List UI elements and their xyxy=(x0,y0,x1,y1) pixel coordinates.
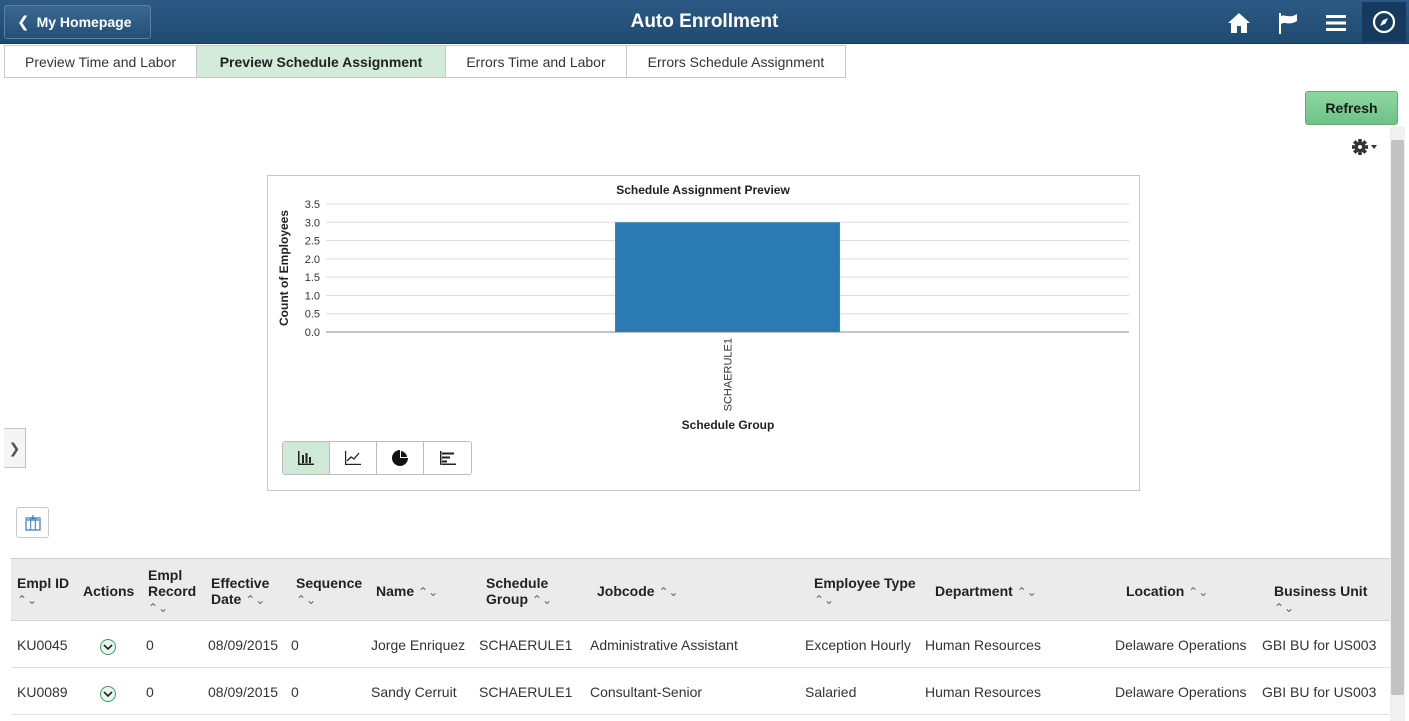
line-chart-button[interactable] xyxy=(330,442,377,474)
cell-employee-type: Salaried xyxy=(805,684,857,700)
cell-jobcode: Administrative Assistant xyxy=(590,637,738,653)
cell-sequence: 0 xyxy=(291,684,299,700)
col-header-empl-id[interactable]: Empl ID ⌃⌄ xyxy=(17,575,70,607)
cell-business-unit: GBI BU for US003 xyxy=(1262,637,1377,653)
cell-location: Delaware Operations xyxy=(1115,684,1247,700)
tab-errors-schedule-assignment[interactable]: Errors Schedule Assignment xyxy=(626,45,846,78)
x-axis-label: Schedule Group xyxy=(682,418,775,432)
chart-type-selector xyxy=(282,441,472,475)
cell-name: Sandy Cerruit xyxy=(371,684,457,700)
chart-panel: Schedule Assignment Preview Count of Emp… xyxy=(267,175,1140,491)
pie-chart-button[interactable] xyxy=(377,442,424,474)
menu-icon[interactable] xyxy=(1323,10,1349,36)
schedule-assignment-chart: Schedule Assignment Preview Count of Emp… xyxy=(277,183,1129,432)
tab-errors-time-and-labor[interactable]: Errors Time and Labor xyxy=(445,45,626,78)
chart-title: Schedule Assignment Preview xyxy=(616,183,790,197)
table-row: KU0089 0 08/09/2015 0 Sandy Cerruit SCHA… xyxy=(11,668,1390,715)
vertical-scrollbar-thumb[interactable] xyxy=(1391,140,1404,695)
col-header-empl-record[interactable]: Empl Record ⌃⌄ xyxy=(148,567,197,615)
horizontal-bar-chart-button[interactable] xyxy=(424,442,471,474)
x-tick-label: SCHAERULE1 xyxy=(723,338,735,411)
y-tick-label: 0.0 xyxy=(305,327,320,339)
cell-business-unit: GBI BU for US003 xyxy=(1262,684,1377,700)
sort-icon: ⌃⌄ xyxy=(245,593,266,607)
cell-schedule-group: SCHAERULE1 xyxy=(479,637,573,653)
col-header-schedule-group[interactable]: Schedule Group ⌃⌄ xyxy=(486,575,552,607)
cell-sequence: 0 xyxy=(291,637,299,653)
table-row: KU0045 0 08/09/2015 0 Jorge Enriquez SCH… xyxy=(11,621,1390,668)
cell-effective-date: 08/09/2015 xyxy=(208,637,279,653)
y-tick-label: 2.5 xyxy=(305,236,320,248)
cell-jobcode: Consultant-Senior xyxy=(590,684,703,700)
flag-icon[interactable] xyxy=(1275,10,1301,36)
sort-icon: ⌃⌄ xyxy=(531,593,552,607)
horizontal-bar-icon xyxy=(439,451,456,465)
cell-department: Human Resources xyxy=(925,684,1041,700)
bar-chart-icon xyxy=(298,451,314,465)
sort-icon: ⌃⌄ xyxy=(148,601,169,615)
chevron-left-icon: ❮ xyxy=(17,14,30,31)
sort-icon: ⌃⌄ xyxy=(17,593,38,607)
chevron-down-icon xyxy=(103,644,113,651)
tab-preview-schedule-assignment[interactable]: Preview Schedule Assignment xyxy=(196,45,445,78)
col-header-business-unit[interactable]: Business Unit ⌃⌄ xyxy=(1274,583,1368,615)
cell-effective-date: 08/09/2015 xyxy=(208,684,279,700)
col-header-department[interactable]: Department ⌃⌄ xyxy=(935,583,1037,599)
side-panel-expand-button[interactable]: ❯ xyxy=(4,428,26,468)
row-actions-button[interactable] xyxy=(100,686,116,702)
chevron-down-icon xyxy=(103,691,113,698)
y-tick-label: 1.0 xyxy=(305,290,320,302)
y-axis-label: Count of Employees xyxy=(277,210,291,326)
col-header-location[interactable]: Location ⌃⌄ xyxy=(1126,583,1209,599)
home-icon[interactable] xyxy=(1226,10,1252,36)
bar-chart-button[interactable] xyxy=(283,442,330,474)
chevron-right-icon: ❯ xyxy=(8,439,21,456)
cell-empl-record: 0 xyxy=(146,684,154,700)
col-header-actions: Actions xyxy=(83,583,135,599)
banner: Auto Enrollment ❮ My Homepage xyxy=(0,0,1409,44)
row-actions-button[interactable] xyxy=(100,639,116,655)
tab-bar: Preview Time and Labor Preview Schedule … xyxy=(4,45,846,79)
tab-preview-time-and-labor[interactable]: Preview Time and Labor xyxy=(4,45,196,78)
my-homepage-button[interactable]: ❮ My Homepage xyxy=(4,5,151,39)
navbar-compass-button[interactable] xyxy=(1362,2,1406,42)
sort-icon: ⌃⌄ xyxy=(1188,585,1209,599)
sort-icon: ⌃⌄ xyxy=(658,585,679,599)
page-title: Auto Enrollment xyxy=(630,11,779,32)
settings-gear-icon[interactable] xyxy=(1350,137,1380,157)
cell-empl-id: KU0089 xyxy=(17,684,68,700)
y-tick-label: 1.5 xyxy=(305,272,320,284)
sort-icon: ⌃⌄ xyxy=(418,585,439,599)
col-header-employee-type[interactable]: Employee Type ⌃⌄ xyxy=(814,575,916,607)
y-tick-label: 3.5 xyxy=(305,199,320,211)
col-header-sequence[interactable]: Sequence ⌃⌄ xyxy=(296,575,363,607)
grid-header: Empl ID ⌃⌄ Actions Empl Record ⌃⌄ Effective… xyxy=(11,558,1390,621)
y-tick-label: 0.5 xyxy=(305,309,320,321)
cell-location: Delaware Operations xyxy=(1115,637,1247,653)
col-header-jobcode[interactable]: Jobcode ⌃⌄ xyxy=(597,583,679,599)
my-homepage-label: My Homepage xyxy=(36,14,132,30)
sort-icon: ⌃⌄ xyxy=(1016,585,1037,599)
cell-name: Jorge Enriquez xyxy=(371,637,466,653)
compass-icon xyxy=(1372,10,1396,34)
col-header-name[interactable]: Name ⌃⌄ xyxy=(376,583,439,599)
y-tick-label: 3.0 xyxy=(305,217,320,229)
refresh-button[interactable]: Refresh xyxy=(1305,91,1398,125)
cell-schedule-group: SCHAERULE1 xyxy=(479,684,573,700)
personalize-columns-button[interactable] xyxy=(16,507,49,538)
cell-empl-record: 0 xyxy=(146,637,154,653)
sort-icon: ⌃⌄ xyxy=(1274,601,1295,615)
pie-chart-icon xyxy=(392,450,408,466)
columns-icon xyxy=(24,514,41,531)
y-tick-label: 2.0 xyxy=(305,254,320,266)
line-chart-icon xyxy=(345,451,361,465)
sort-icon: ⌃⌄ xyxy=(296,593,317,607)
cell-empl-id: KU0045 xyxy=(17,637,68,653)
bar xyxy=(615,222,840,332)
sort-icon: ⌃⌄ xyxy=(814,593,835,607)
cell-employee-type: Exception Hourly xyxy=(805,637,911,653)
col-header-effective-date[interactable]: Effective Date ⌃⌄ xyxy=(211,575,270,607)
enrollment-grid: Empl ID ⌃⌄ Actions Empl Record ⌃⌄ Effective… xyxy=(11,558,1390,721)
cell-department: Human Resources xyxy=(925,637,1041,653)
